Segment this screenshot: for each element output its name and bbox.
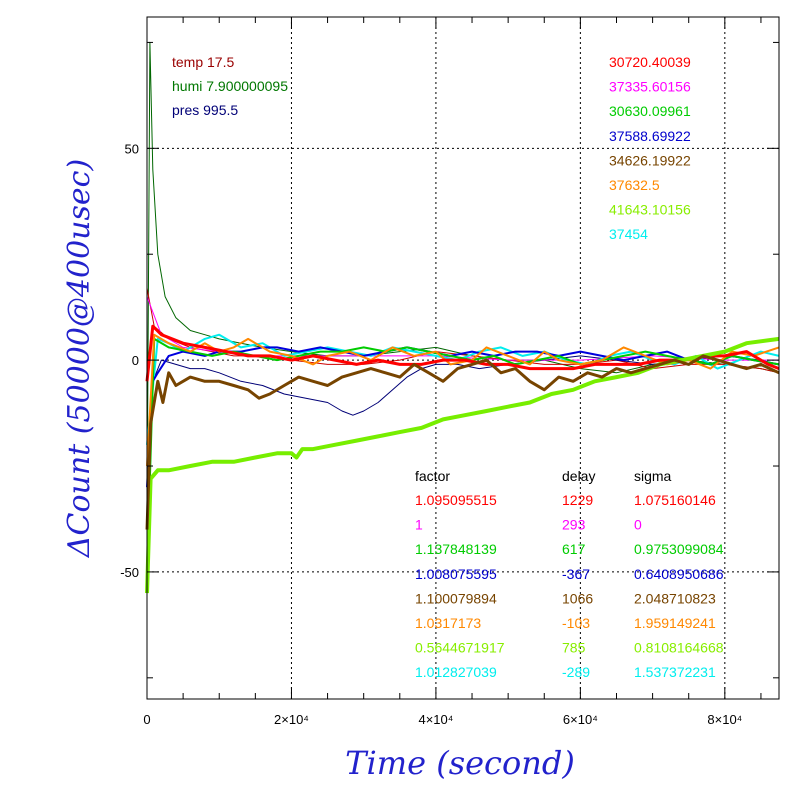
table-cell-delay: 293: [562, 517, 586, 533]
table-cell-sigma: 0.6408950686: [634, 566, 724, 582]
ticks: 0 2×10⁴ 4×10⁴ 6×10⁴ 8×10⁴ 50 0 -50: [120, 17, 779, 727]
annotations: temp 17.5 humi 7.900000095 pres 995.5 30720…: [172, 54, 724, 680]
table-cell-sigma: 0: [634, 517, 642, 533]
table-cell-sigma: 1.075160146: [634, 492, 716, 508]
env-annotation: temp 17.5: [172, 54, 234, 70]
mean-value: 41643.10156: [609, 202, 691, 218]
x-tick-label: 0: [143, 712, 150, 727]
x-tick-label: 6×10⁴: [563, 712, 598, 727]
mean-value: 30630.09961: [609, 103, 691, 119]
mean-value: 37454: [609, 226, 648, 242]
mean-value: 37632.5: [609, 177, 660, 193]
x-tick-label: 4×10⁴: [418, 712, 453, 727]
table-cell-factor: 1: [415, 517, 423, 533]
table-header: factor: [415, 468, 450, 484]
table-cell-sigma: 0.9753099084: [634, 541, 724, 557]
x-axis-label: Time (second): [345, 744, 575, 782]
y-tick-label: 0: [132, 353, 139, 368]
table-cell-delay: -103: [562, 615, 590, 631]
table-header: delay: [562, 468, 595, 484]
table-cell-factor: 1.137848139: [415, 541, 497, 557]
table-cell-delay: -367: [562, 566, 590, 582]
table-cell-delay: -289: [562, 664, 590, 680]
mean-value: 37588.69922: [609, 128, 691, 144]
env-annotation: humi 7.900000095: [172, 78, 288, 94]
table-cell-delay: 785: [562, 640, 586, 656]
table-cell-delay: 1066: [562, 590, 593, 606]
env-annotation: pres 995.5: [172, 102, 238, 118]
table-cell-factor: 1.008075595: [415, 566, 497, 582]
y-tick-label: -50: [120, 565, 139, 580]
mean-value: 34626.19922: [609, 152, 691, 168]
table-cell-factor: 1.095095515: [415, 492, 497, 508]
x-tick-label: 2×10⁴: [274, 712, 309, 727]
x-tick-label: 8×10⁴: [707, 712, 742, 727]
mean-value: 37335.60156: [609, 79, 691, 95]
table-cell-factor: 1.100079894: [415, 590, 497, 606]
mean-value: 30720.40039: [609, 54, 691, 70]
series-line-10: [145, 354, 780, 530]
table-cell-sigma: 0.8108164668: [634, 640, 724, 656]
table-cell-delay: 617: [562, 541, 586, 557]
series-layer: [145, 41, 780, 594]
plot-frame: [146, 16, 780, 700]
table-cell-factor: 1.012827039: [415, 664, 497, 680]
series-line-2: [146, 355, 780, 551]
table-header: sigma: [634, 468, 672, 484]
table-cell-sigma: 2.048710823: [634, 590, 716, 606]
table-cell-factor: 0.5644671917: [415, 640, 505, 656]
y-tick-label: 50: [125, 141, 139, 156]
table-cell-delay: 1229: [562, 492, 593, 508]
table-cell-factor: 1.0317173: [415, 615, 481, 631]
table-cell-sigma: 1.959149241: [634, 615, 716, 631]
table-cell-sigma: 1.537372231: [634, 664, 716, 680]
y-axis-label: ΔCount (50000@400usec): [62, 159, 97, 558]
